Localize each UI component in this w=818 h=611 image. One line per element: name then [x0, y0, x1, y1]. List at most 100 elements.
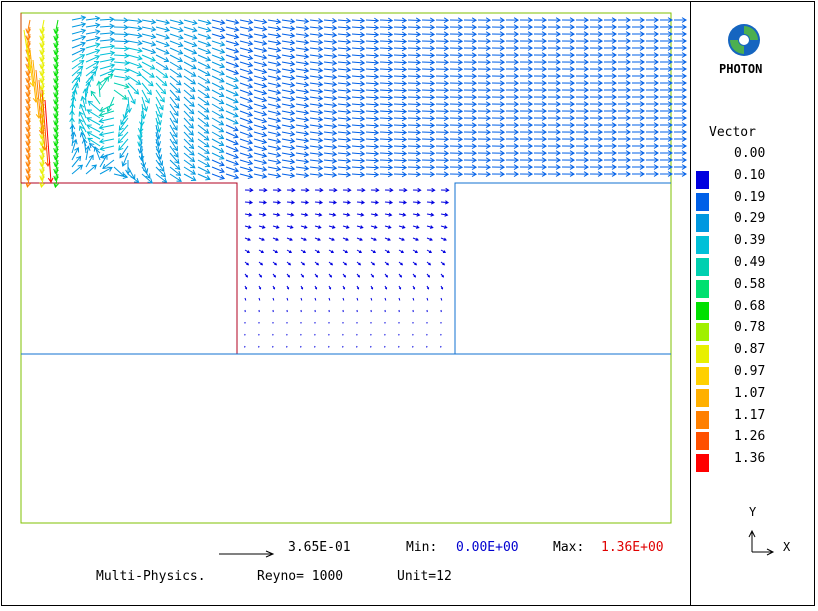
vector-arrowhead: [219, 84, 225, 90]
vector-arrowhead: [513, 150, 520, 156]
vector-arrowhead: [203, 114, 210, 120]
vector-arrow: [26, 110, 31, 125]
vector-arrowhead: [192, 19, 198, 26]
vector-arrowhead: [569, 143, 575, 149]
vector-arrow: [54, 117, 59, 132]
vector-arrowhead: [287, 275, 291, 278]
legend-swatch: [696, 170, 709, 189]
vector-arrowhead: [191, 34, 198, 40]
vector-arrowhead: [485, 108, 492, 114]
vector-arrow: [379, 54, 393, 57]
vector-arrowhead: [611, 87, 617, 93]
vector-arrowhead: [373, 115, 380, 122]
vector-arrowhead: [95, 22, 101, 29]
vector-arrow: [365, 145, 379, 148]
vector-arrow: [211, 47, 225, 53]
vector-arrowhead: [541, 143, 548, 149]
vector-arrow: [26, 138, 31, 153]
vector-arrow: [155, 145, 162, 160]
vector-arrowhead: [124, 75, 130, 81]
vector-arrowhead: [69, 116, 75, 123]
vector-arrow: [99, 74, 113, 84]
vector-arrow: [309, 40, 323, 44]
vector-arrowhead: [639, 94, 645, 100]
vector-arrow: [426, 201, 435, 204]
vector-arrow: [54, 54, 59, 69]
vector-arrowhead: [149, 72, 155, 78]
vector-arrow: [295, 26, 309, 30]
vector-arrowhead: [331, 67, 338, 73]
vector-arrow: [309, 33, 323, 36]
vector-arrow: [26, 75, 31, 90]
vector-arrowhead: [150, 41, 157, 47]
vector-arrow: [225, 173, 239, 179]
vector-arrow: [239, 103, 253, 109]
vector-arrow: [351, 75, 365, 78]
vector-arrow: [141, 75, 154, 87]
vector-arrowhead: [583, 45, 589, 51]
vector-arrow: [281, 54, 295, 58]
vector-arrow: [239, 75, 253, 81]
vector-arrow: [440, 201, 449, 204]
vector-arrowhead: [276, 200, 282, 205]
vector-arrowhead: [261, 110, 268, 117]
vector-arrow: [26, 39, 34, 87]
vector-arrowhead: [275, 152, 282, 158]
vector-arrowhead: [203, 121, 210, 127]
vector-arrowhead: [175, 87, 181, 94]
vector-arrow: [81, 96, 87, 112]
vector-arrowhead: [317, 46, 324, 52]
vector-arrowhead: [597, 108, 603, 114]
vector-arrow: [197, 124, 209, 134]
vector-arrow: [85, 24, 100, 28]
vector-arrow: [141, 47, 156, 54]
vector-arrowhead: [146, 89, 152, 96]
vector-arrowhead: [290, 200, 296, 205]
vector-arrow: [398, 297, 401, 301]
vector-arrow: [426, 225, 433, 229]
vector-arrow: [370, 201, 379, 204]
vector-arrowhead: [373, 52, 380, 59]
vector-arrowhead: [541, 108, 548, 114]
vector-arrow: [183, 54, 197, 62]
vector-arrowhead: [289, 165, 296, 172]
vector-arrowhead: [92, 66, 99, 72]
reference-arrowhead: [265, 550, 275, 558]
vector-arrow: [155, 159, 165, 172]
vector-arrowhead: [357, 275, 361, 278]
vector-arrowhead: [86, 131, 93, 137]
vector-arrowhead: [303, 46, 310, 53]
vector-arrow: [113, 89, 128, 100]
vector-arrowhead: [99, 153, 106, 159]
vector-arrow: [211, 75, 225, 83]
vector-arrow: [71, 36, 86, 42]
vector-arrowhead: [681, 59, 687, 65]
vector-arrowhead: [681, 150, 687, 156]
vector-arrowhead: [555, 115, 562, 121]
vector-arrowhead: [289, 237, 293, 241]
vector-arrowhead: [178, 34, 184, 40]
vector-arrow: [141, 103, 145, 119]
vector-arrowhead: [137, 55, 143, 61]
vector-arrowhead: [359, 66, 366, 73]
vector-arrowhead: [359, 122, 366, 129]
vector-arrowhead: [276, 212, 281, 217]
legend-row: 0.78: [696, 320, 796, 342]
vector-arrow: [253, 75, 267, 80]
vector-arrowhead: [513, 108, 520, 114]
vector-arrowhead: [289, 81, 296, 88]
vector-arrow: [267, 110, 281, 115]
vector-arrowhead: [137, 63, 143, 69]
vector-arrow: [169, 89, 180, 101]
vector-arrowhead: [219, 41, 226, 47]
vector-arrow: [379, 26, 393, 29]
vector-arrow: [351, 166, 365, 169]
vector-arrowhead: [653, 101, 659, 107]
min-label: Min:: [406, 540, 438, 555]
vector-arrowhead: [78, 125, 85, 131]
vector-arrow: [197, 159, 210, 167]
vector-arrow: [272, 297, 275, 301]
vector-arrow: [253, 96, 267, 102]
vector-arrow: [337, 110, 351, 113]
